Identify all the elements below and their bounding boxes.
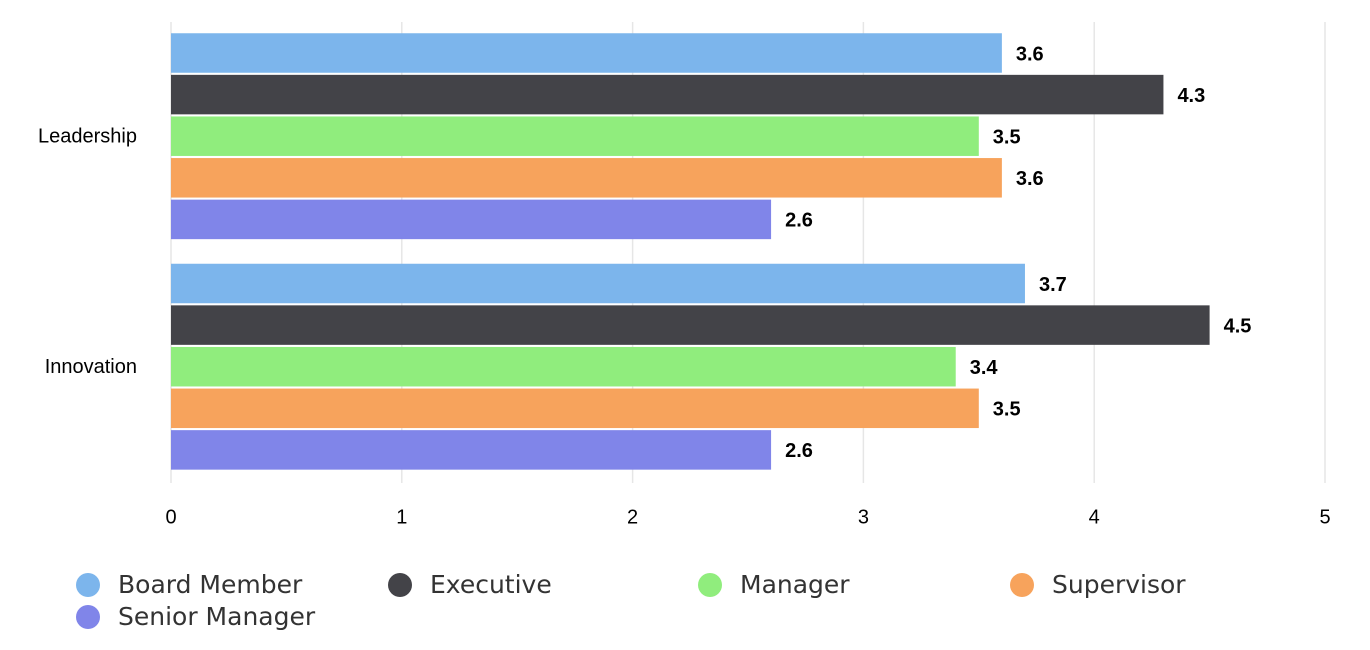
x-tick-label: 3	[858, 506, 869, 528]
x-tick-label: 4	[1089, 506, 1100, 528]
value-label: 4.3	[1177, 85, 1205, 107]
legend-label[interactable]: Senior Manager	[118, 602, 316, 631]
legend-label[interactable]: Manager	[740, 570, 850, 599]
value-label: 3.6	[1016, 168, 1044, 190]
x-tick-label: 0	[165, 506, 176, 528]
legend-label[interactable]: Supervisor	[1052, 570, 1186, 599]
y-tick-label: Innovation	[45, 356, 137, 378]
value-label: 3.6	[1016, 43, 1044, 65]
bar	[171, 199, 772, 240]
legend-marker[interactable]	[1010, 573, 1034, 597]
legend-marker[interactable]	[76, 573, 100, 597]
value-label: 3.5	[993, 399, 1021, 421]
y-tick-label: Leadership	[38, 126, 137, 148]
value-label: 4.5	[1224, 315, 1252, 337]
bar	[171, 116, 979, 156]
value-label: 2.6	[785, 440, 813, 462]
value-label: 3.4	[970, 357, 999, 379]
legend-marker[interactable]	[76, 605, 100, 629]
bar	[171, 74, 1164, 115]
bar	[171, 263, 1025, 304]
bar	[171, 305, 1210, 345]
bar	[171, 33, 1002, 73]
x-tick-label: 5	[1319, 506, 1330, 528]
value-label: 3.5	[993, 126, 1021, 148]
bar	[171, 388, 979, 429]
bar	[171, 346, 956, 387]
legend-label[interactable]: Executive	[430, 570, 552, 599]
legend-marker[interactable]	[698, 573, 722, 597]
x-tick-label: 2	[627, 506, 638, 528]
legend-marker[interactable]	[388, 573, 412, 597]
value-label: 3.7	[1039, 274, 1067, 296]
bar	[171, 158, 1002, 198]
value-label: 2.6	[785, 210, 813, 232]
legend-label[interactable]: Board Member	[118, 570, 303, 599]
x-tick-label: 1	[396, 506, 407, 528]
bar	[171, 430, 772, 470]
